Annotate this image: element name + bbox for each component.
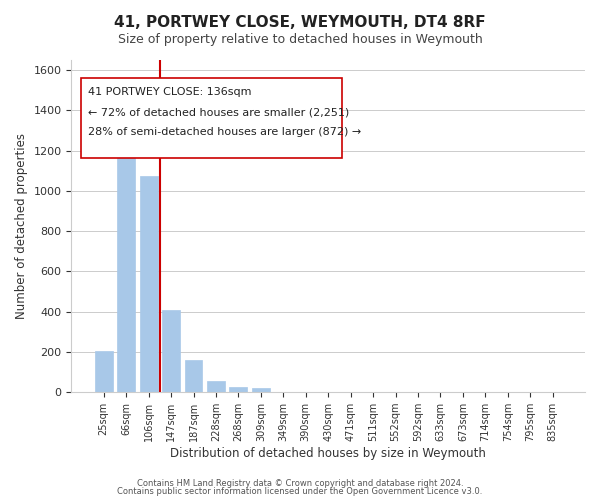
Text: 41, PORTWEY CLOSE, WEYMOUTH, DT4 8RF: 41, PORTWEY CLOSE, WEYMOUTH, DT4 8RF: [114, 15, 486, 30]
X-axis label: Distribution of detached houses by size in Weymouth: Distribution of detached houses by size …: [170, 447, 486, 460]
Bar: [140, 176, 158, 392]
Bar: [117, 146, 135, 392]
Bar: [185, 360, 202, 392]
Text: Contains HM Land Registry data © Crown copyright and database right 2024.: Contains HM Land Registry data © Crown c…: [137, 478, 463, 488]
Bar: [207, 381, 225, 392]
Bar: [252, 388, 270, 392]
Bar: [162, 310, 180, 392]
Text: 28% of semi-detached houses are larger (872) →: 28% of semi-detached houses are larger (…: [88, 128, 361, 138]
Text: 41 PORTWEY CLOSE: 136sqm: 41 PORTWEY CLOSE: 136sqm: [88, 88, 252, 98]
Bar: [95, 351, 113, 392]
Text: ← 72% of detached houses are smaller (2,251): ← 72% of detached houses are smaller (2,…: [88, 108, 349, 118]
Text: Contains public sector information licensed under the Open Government Licence v3: Contains public sector information licen…: [118, 487, 482, 496]
Y-axis label: Number of detached properties: Number of detached properties: [15, 133, 28, 319]
Bar: [229, 387, 247, 392]
Text: Size of property relative to detached houses in Weymouth: Size of property relative to detached ho…: [118, 32, 482, 46]
